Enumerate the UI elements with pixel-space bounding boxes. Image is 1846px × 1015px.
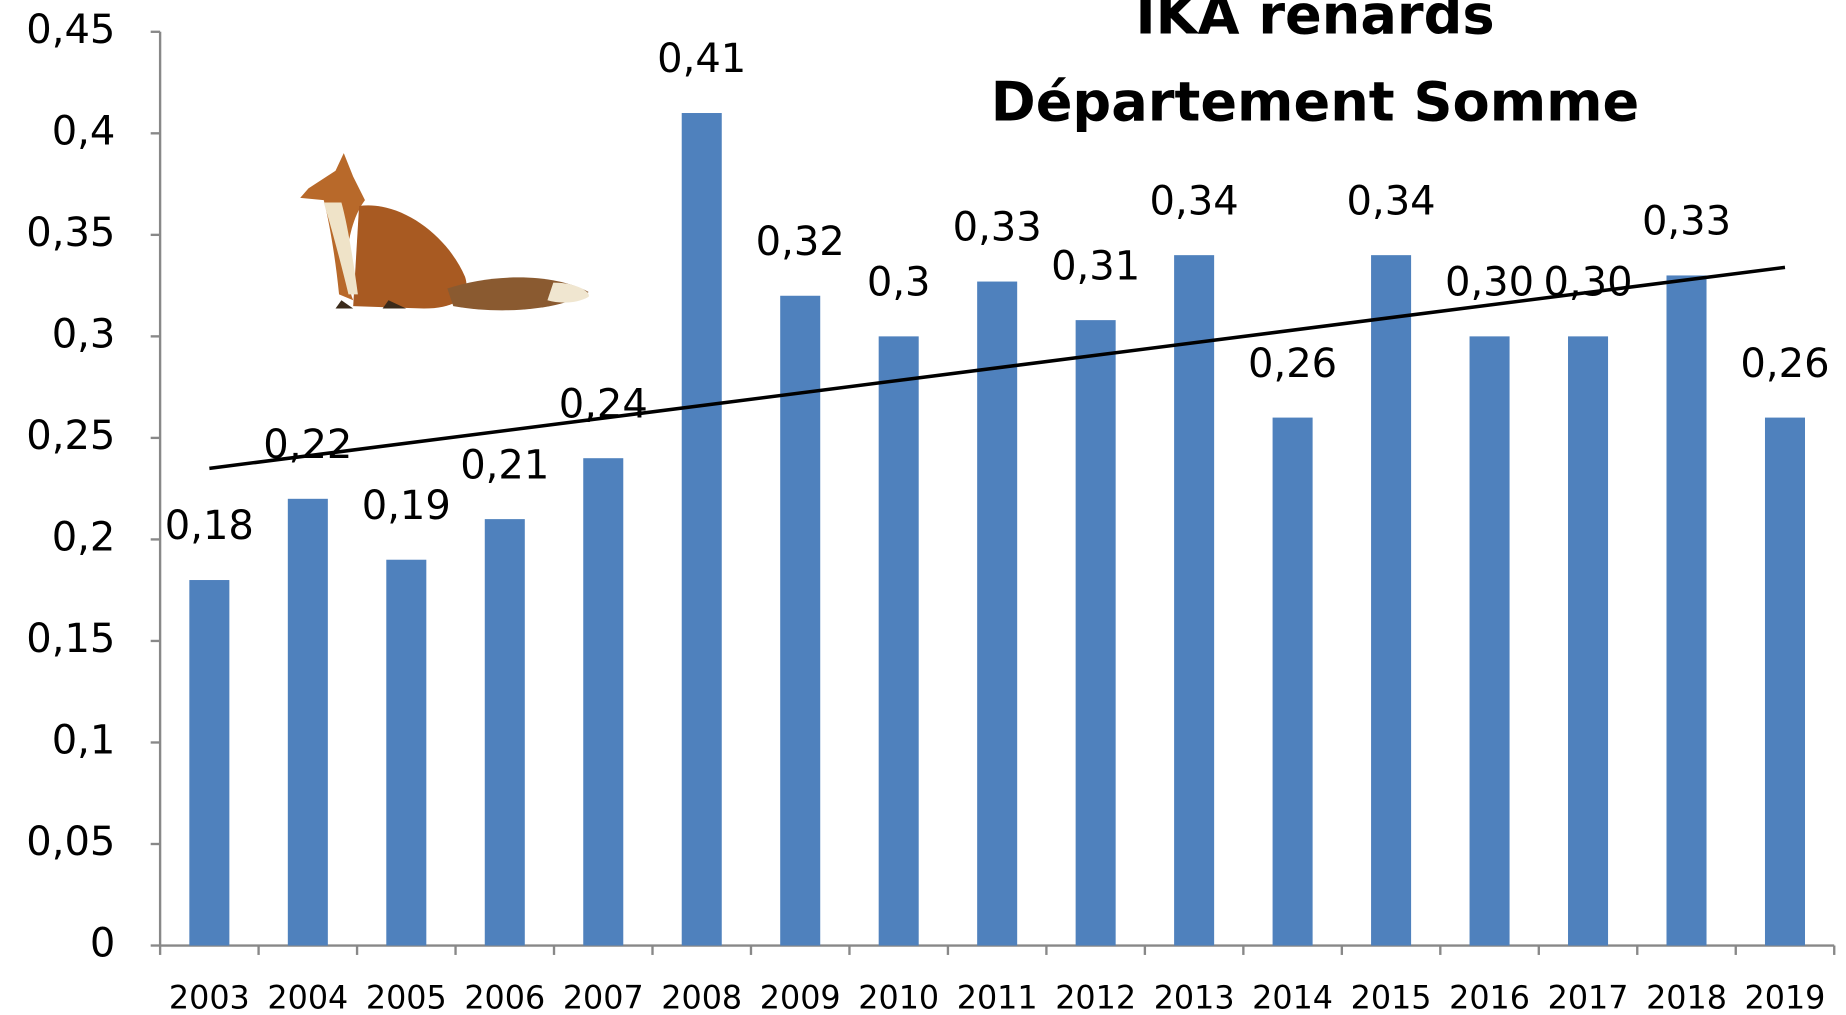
y-tick-label: 0,2 <box>52 514 116 560</box>
x-tick-label: 2004 <box>267 981 348 1015</box>
bar <box>1272 417 1313 946</box>
y-tick-label: 0,4 <box>52 108 116 154</box>
bar <box>977 281 1018 946</box>
bar <box>484 519 525 946</box>
x-tick-label: 2015 <box>1351 981 1432 1015</box>
bar <box>583 458 624 946</box>
fox-illustration <box>300 153 589 311</box>
x-tick-label: 2012 <box>1055 981 1136 1015</box>
y-tick-label: 0 <box>90 921 115 967</box>
value-label: 0,26 <box>1248 341 1337 387</box>
bar <box>1174 255 1215 946</box>
value-label: 0,18 <box>165 503 254 549</box>
value-label: 0,3 <box>867 260 931 306</box>
bar <box>681 113 722 946</box>
value-label: 0,31 <box>1051 243 1140 289</box>
x-tick-label: 2010 <box>858 981 939 1015</box>
x-tick-label: 2008 <box>661 981 742 1015</box>
bar <box>1371 255 1412 946</box>
value-label: 0,34 <box>1347 178 1436 224</box>
value-label: 0,34 <box>1150 178 1239 224</box>
x-tick-label: 2003 <box>169 981 250 1015</box>
bar <box>780 295 821 946</box>
value-label: 0,33 <box>1642 199 1731 245</box>
x-tick-label: 2019 <box>1745 981 1826 1015</box>
value-label: 0,21 <box>460 442 549 488</box>
chart-title: IKA renards <box>1135 0 1494 46</box>
bar <box>386 559 427 946</box>
trendline <box>209 265 1786 471</box>
bar <box>1469 336 1510 946</box>
value-label: 0,26 <box>1740 341 1829 387</box>
y-tick-label: 0,3 <box>52 311 116 357</box>
value-label: 0,32 <box>756 219 845 265</box>
x-tick-label: 2016 <box>1449 981 1530 1015</box>
y-tick-label: 0,1 <box>52 717 116 763</box>
bar <box>287 498 328 946</box>
bar <box>878 336 919 946</box>
bar <box>1568 336 1609 946</box>
y-tick-label: 0,05 <box>26 819 115 865</box>
x-tick-label: 2005 <box>366 981 447 1015</box>
bar <box>1666 275 1707 946</box>
y-tick-label: 0,15 <box>26 616 115 662</box>
x-tick-label: 2006 <box>464 981 545 1015</box>
value-label: 0,33 <box>953 205 1042 251</box>
x-tick-label: 2011 <box>957 981 1038 1015</box>
bar <box>1764 417 1806 946</box>
chart-subtitle: Département Somme <box>991 71 1640 134</box>
bar <box>1075 320 1116 946</box>
x-tick-label: 2013 <box>1154 981 1235 1015</box>
value-label: 0,19 <box>362 483 451 529</box>
value-label: 0,30 <box>1543 260 1632 306</box>
x-tick-label: 2018 <box>1646 981 1727 1015</box>
x-tick-label: 2017 <box>1548 981 1629 1015</box>
y-tick-label: 0,35 <box>26 210 115 256</box>
x-tick-label: 2014 <box>1252 981 1333 1015</box>
x-tick-label: 2007 <box>563 981 644 1015</box>
x-tick-label: 2009 <box>760 981 841 1015</box>
value-label: 0,41 <box>657 36 746 82</box>
value-label: 0,30 <box>1445 260 1534 306</box>
bar <box>189 580 230 946</box>
y-tick-label: 0,25 <box>26 413 115 459</box>
y-tick-label: 0,45 <box>26 7 115 53</box>
